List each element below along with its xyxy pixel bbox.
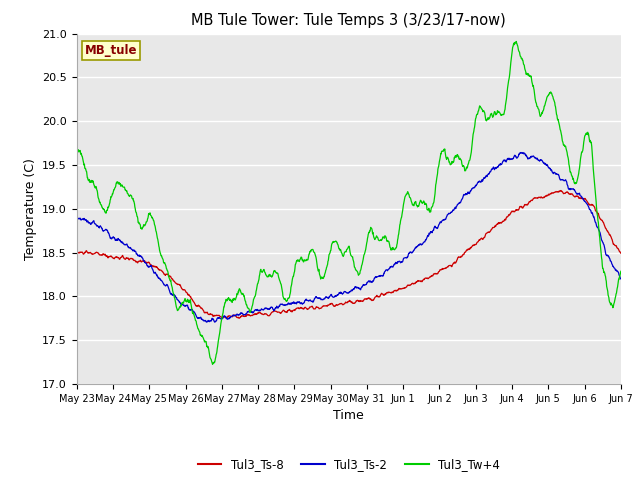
Tul3_Tw+4 xyxy=(513,38,520,44)
Tul3_Ts-2 xyxy=(617,276,625,282)
Tul3_Ts-8 xyxy=(383,290,390,296)
Y-axis label: Temperature (C): Temperature (C) xyxy=(24,158,36,260)
Tul3_Ts-2 xyxy=(304,298,312,303)
Tul3_Ts-8 xyxy=(316,306,323,312)
Tul3_Ts-2 xyxy=(517,150,525,156)
Tul3_Ts-8 xyxy=(137,259,145,264)
Tul3_Ts-2 xyxy=(137,253,145,259)
Tul3_Ts-2 xyxy=(115,237,123,243)
Line: Tul3_Ts-2: Tul3_Ts-2 xyxy=(77,153,621,322)
Tul3_Tw+4 xyxy=(115,180,123,185)
Tul3_Tw+4 xyxy=(383,238,390,244)
Tul3_Tw+4 xyxy=(304,257,312,263)
Tul3_Ts-8 xyxy=(73,250,81,255)
Line: Tul3_Ts-8: Tul3_Ts-8 xyxy=(77,191,621,318)
Tul3_Tw+4 xyxy=(209,361,216,367)
Tul3_Ts-2 xyxy=(325,294,333,300)
X-axis label: Time: Time xyxy=(333,409,364,422)
Tul3_Ts-8 xyxy=(557,188,564,193)
Tul3_Ts-2 xyxy=(73,215,81,221)
Tul3_Ts-8 xyxy=(325,302,333,308)
Tul3_Ts-8 xyxy=(235,315,243,321)
Title: MB Tule Tower: Tule Temps 3 (3/23/17-now): MB Tule Tower: Tule Temps 3 (3/23/17-now… xyxy=(191,13,506,28)
Tul3_Ts-2 xyxy=(316,296,323,301)
Legend: Tul3_Ts-8, Tul3_Ts-2, Tul3_Tw+4: Tul3_Ts-8, Tul3_Ts-2, Tul3_Tw+4 xyxy=(193,454,504,476)
Text: MB_tule: MB_tule xyxy=(85,44,138,57)
Line: Tul3_Tw+4: Tul3_Tw+4 xyxy=(77,41,621,364)
Tul3_Tw+4 xyxy=(73,149,81,155)
Tul3_Tw+4 xyxy=(617,268,625,274)
Tul3_Tw+4 xyxy=(316,269,323,275)
Tul3_Ts-8 xyxy=(617,250,625,256)
Tul3_Ts-2 xyxy=(203,319,211,325)
Tul3_Tw+4 xyxy=(325,252,333,258)
Tul3_Tw+4 xyxy=(137,225,145,231)
Tul3_Ts-8 xyxy=(304,306,312,312)
Tul3_Ts-2 xyxy=(383,267,390,273)
Tul3_Ts-8 xyxy=(115,255,123,261)
